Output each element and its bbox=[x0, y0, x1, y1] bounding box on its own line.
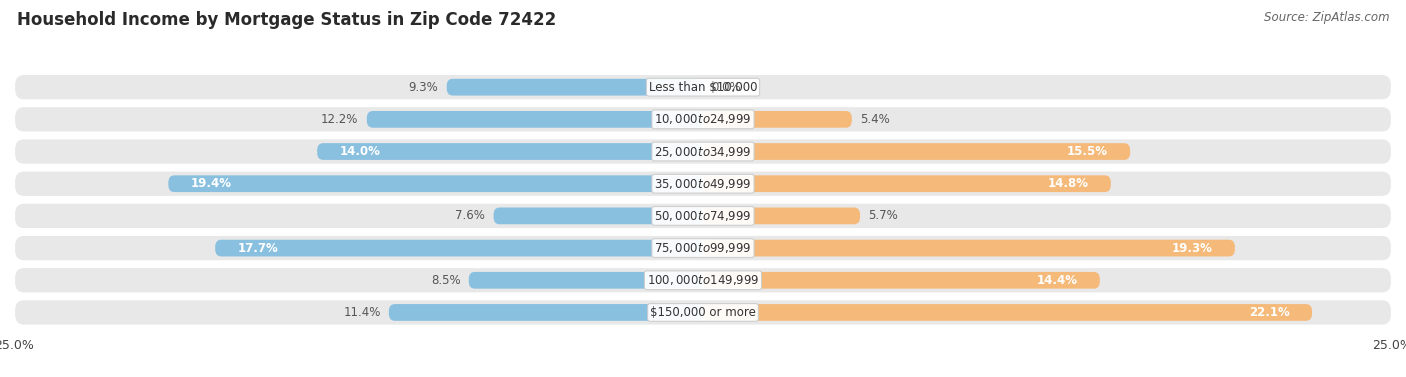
FancyBboxPatch shape bbox=[703, 304, 1312, 321]
FancyBboxPatch shape bbox=[703, 111, 852, 128]
Legend: Without Mortgage, With Mortgage: Without Mortgage, With Mortgage bbox=[568, 376, 838, 377]
Text: 5.7%: 5.7% bbox=[869, 209, 898, 222]
Text: 9.3%: 9.3% bbox=[409, 81, 439, 93]
Text: $50,000 to $74,999: $50,000 to $74,999 bbox=[654, 209, 752, 223]
FancyBboxPatch shape bbox=[14, 267, 1392, 293]
FancyBboxPatch shape bbox=[169, 175, 703, 192]
Text: $100,000 to $149,999: $100,000 to $149,999 bbox=[647, 273, 759, 287]
FancyBboxPatch shape bbox=[703, 272, 1099, 289]
Text: Source: ZipAtlas.com: Source: ZipAtlas.com bbox=[1264, 11, 1389, 24]
Text: 14.0%: 14.0% bbox=[339, 145, 380, 158]
FancyBboxPatch shape bbox=[318, 143, 703, 160]
Text: 19.4%: 19.4% bbox=[190, 177, 232, 190]
FancyBboxPatch shape bbox=[703, 207, 860, 224]
Text: 14.4%: 14.4% bbox=[1036, 274, 1078, 287]
FancyBboxPatch shape bbox=[703, 240, 1234, 256]
FancyBboxPatch shape bbox=[14, 170, 1392, 197]
Text: $35,000 to $49,999: $35,000 to $49,999 bbox=[654, 177, 752, 191]
Text: 8.5%: 8.5% bbox=[430, 274, 461, 287]
FancyBboxPatch shape bbox=[494, 207, 703, 224]
FancyBboxPatch shape bbox=[14, 299, 1392, 326]
FancyBboxPatch shape bbox=[703, 143, 1130, 160]
Text: Household Income by Mortgage Status in Zip Code 72422: Household Income by Mortgage Status in Z… bbox=[17, 11, 557, 29]
Text: 15.5%: 15.5% bbox=[1067, 145, 1108, 158]
FancyBboxPatch shape bbox=[14, 106, 1392, 133]
Text: 12.2%: 12.2% bbox=[321, 113, 359, 126]
Text: 22.1%: 22.1% bbox=[1249, 306, 1289, 319]
FancyBboxPatch shape bbox=[14, 235, 1392, 261]
Text: $150,000 or more: $150,000 or more bbox=[650, 306, 756, 319]
Text: $75,000 to $99,999: $75,000 to $99,999 bbox=[654, 241, 752, 255]
FancyBboxPatch shape bbox=[703, 175, 1111, 192]
FancyBboxPatch shape bbox=[367, 111, 703, 128]
FancyBboxPatch shape bbox=[14, 74, 1392, 100]
Text: 19.3%: 19.3% bbox=[1173, 242, 1213, 254]
Text: 14.8%: 14.8% bbox=[1047, 177, 1088, 190]
FancyBboxPatch shape bbox=[14, 203, 1392, 229]
Text: 7.6%: 7.6% bbox=[456, 209, 485, 222]
Text: 0.0%: 0.0% bbox=[711, 81, 741, 93]
Text: Less than $10,000: Less than $10,000 bbox=[648, 81, 758, 93]
FancyBboxPatch shape bbox=[14, 138, 1392, 165]
Text: 5.4%: 5.4% bbox=[860, 113, 890, 126]
Text: 11.4%: 11.4% bbox=[343, 306, 381, 319]
Text: $10,000 to $24,999: $10,000 to $24,999 bbox=[654, 112, 752, 126]
Text: 17.7%: 17.7% bbox=[238, 242, 278, 254]
FancyBboxPatch shape bbox=[215, 240, 703, 256]
FancyBboxPatch shape bbox=[468, 272, 703, 289]
FancyBboxPatch shape bbox=[389, 304, 703, 321]
Text: $25,000 to $34,999: $25,000 to $34,999 bbox=[654, 144, 752, 159]
FancyBboxPatch shape bbox=[447, 79, 703, 95]
